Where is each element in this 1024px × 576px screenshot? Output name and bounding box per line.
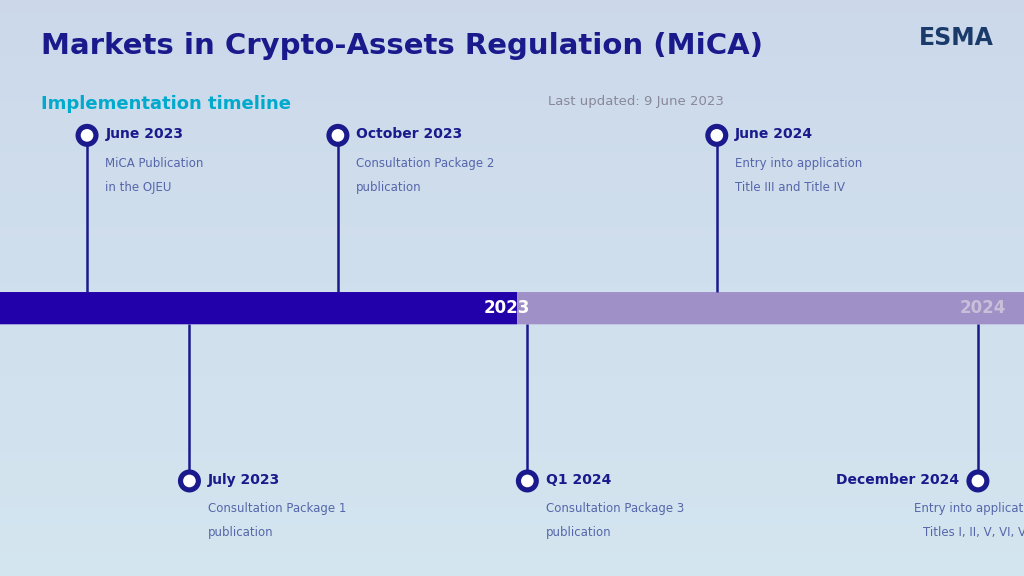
- Text: Title III and Title IV: Title III and Title IV: [735, 181, 845, 194]
- Text: June 2023: June 2023: [105, 127, 183, 141]
- Text: Q1 2024: Q1 2024: [546, 473, 611, 487]
- Text: MiCA Publication: MiCA Publication: [105, 157, 204, 169]
- Text: ESMA: ESMA: [919, 26, 993, 50]
- Text: 2023: 2023: [483, 299, 530, 317]
- Text: Entry into application: Entry into application: [735, 157, 862, 169]
- Ellipse shape: [332, 129, 344, 142]
- Ellipse shape: [967, 469, 989, 492]
- Text: October 2023: October 2023: [356, 127, 463, 141]
- Ellipse shape: [178, 469, 201, 492]
- Text: June 2024: June 2024: [735, 127, 813, 141]
- Ellipse shape: [711, 129, 723, 142]
- Ellipse shape: [76, 124, 98, 147]
- Text: publication: publication: [208, 526, 273, 539]
- Text: Entry into application: Entry into application: [914, 502, 1024, 515]
- FancyBboxPatch shape: [517, 292, 1024, 324]
- Text: publication: publication: [546, 526, 611, 539]
- Text: Titles I, II, V, VI, VII: Titles I, II, V, VI, VII: [923, 526, 1024, 539]
- Text: 2024: 2024: [959, 299, 1007, 317]
- Text: Consultation Package 2: Consultation Package 2: [356, 157, 495, 169]
- FancyBboxPatch shape: [0, 292, 517, 324]
- Text: in the OJEU: in the OJEU: [105, 181, 172, 194]
- Ellipse shape: [183, 475, 196, 487]
- Text: July 2023: July 2023: [208, 473, 281, 487]
- Text: publication: publication: [356, 181, 422, 194]
- Text: Implementation timeline: Implementation timeline: [41, 95, 291, 113]
- Text: December 2024: December 2024: [837, 473, 959, 487]
- Text: Last updated: 9 June 2023: Last updated: 9 June 2023: [548, 95, 724, 108]
- Ellipse shape: [521, 475, 534, 487]
- Ellipse shape: [327, 124, 349, 147]
- Text: Consultation Package 3: Consultation Package 3: [546, 502, 684, 515]
- Ellipse shape: [706, 124, 728, 147]
- Ellipse shape: [972, 475, 984, 487]
- Ellipse shape: [81, 129, 93, 142]
- Ellipse shape: [516, 469, 539, 492]
- Text: Markets in Crypto-Assets Regulation (MiCA): Markets in Crypto-Assets Regulation (MiC…: [41, 32, 763, 60]
- Text: Consultation Package 1: Consultation Package 1: [208, 502, 346, 515]
